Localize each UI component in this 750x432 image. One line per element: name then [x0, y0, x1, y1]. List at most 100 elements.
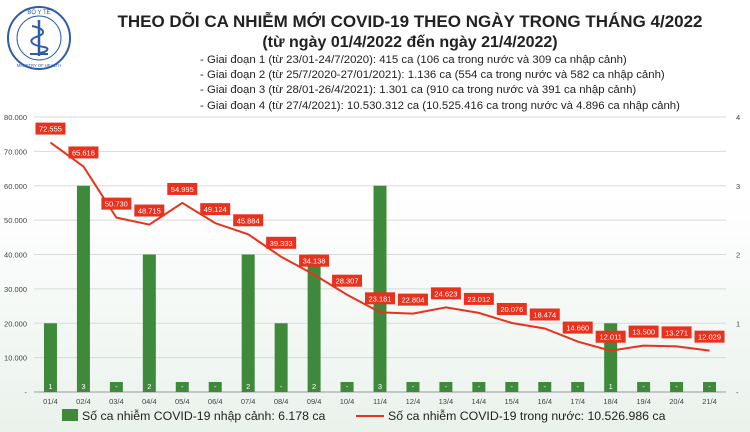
x-tick-label: 19/4 [636, 397, 651, 406]
line-label-bg [167, 182, 198, 195]
line-label-bg [200, 203, 231, 216]
x-tick-label: 11/4 [373, 397, 387, 406]
x-tick-label: 12/4 [406, 397, 421, 406]
line-label-bg [233, 214, 264, 227]
line-label-bg [496, 302, 527, 315]
svg-text:MINISTRY OF HEALTH: MINISTRY OF HEALTH [17, 63, 61, 68]
line-value-label: 28.307 [336, 277, 359, 286]
bar [43, 323, 57, 392]
line-value-label: 34.138 [303, 257, 326, 266]
y-right-tick-label: 3 [736, 182, 740, 191]
bar-value-label: - [544, 382, 547, 391]
phase-notes: - Giai đoạn 1 (từ 23/01-24/7/2020): 415 … [200, 53, 680, 114]
line-label-bg [529, 308, 560, 321]
line-value-label: 12.011 [599, 333, 621, 342]
line-value-label: 13.500 [632, 328, 655, 337]
bar [307, 254, 321, 392]
bar [142, 254, 156, 392]
line-label-bg [397, 293, 428, 306]
line-label-bg [266, 236, 297, 249]
bar-value-label: - [115, 382, 118, 391]
x-tick-label: 05/4 [175, 397, 190, 406]
bar-value-label: 2 [312, 382, 316, 391]
line-label-bg [332, 274, 363, 287]
line-value-label: 50.730 [105, 200, 128, 209]
bar-value-label: - [511, 382, 514, 391]
y-right-tick-label: 2 [736, 251, 740, 260]
bar [241, 254, 255, 392]
y-left-tick-label: - [25, 388, 28, 397]
x-tick-label: 09/4 [307, 397, 322, 406]
bar-value-label: - [708, 382, 711, 391]
line-value-label: 23.181 [369, 294, 392, 303]
bar [571, 382, 585, 392]
x-tick-label: 14/4 [472, 397, 487, 406]
x-tick-label: 21/4 [702, 397, 717, 406]
phase-note-4: - Giai đoạn 4 (từ 27/4/2021): 10.530.312… [200, 99, 680, 112]
x-tick-label: 17/4 [570, 397, 585, 406]
x-tick-label: 16/4 [537, 397, 552, 406]
y-left-tick-label: 10.000 [4, 354, 27, 363]
line-label-bg [299, 254, 330, 267]
y-right-tick-label: 1 [736, 319, 740, 328]
line-label-bg [595, 330, 626, 343]
line-label-bg [694, 330, 725, 343]
line-label-bg [430, 287, 461, 300]
bar-value-label: 3 [378, 382, 382, 391]
bar [109, 382, 123, 392]
line-label-bg [68, 146, 99, 159]
bar [208, 382, 222, 392]
bar [439, 382, 453, 392]
line-value-label: 14.660 [566, 324, 589, 333]
line-value-label: 13.271 [665, 328, 688, 337]
x-tick-label: 01/4 [43, 397, 58, 406]
legend-line-swatch [356, 415, 384, 417]
x-tick-label: 15/4 [505, 397, 520, 406]
bar-value-label: - [576, 382, 579, 391]
x-tick-label: 06/4 [208, 397, 223, 406]
y-right-tick-label: 4 [736, 113, 740, 122]
line-value-label: 39.333 [270, 239, 293, 248]
bar [538, 382, 552, 392]
line-value-label: 22.804 [401, 296, 424, 305]
phase-note-3: - Giai đoạn 3 (từ 28/01-26/4/2021): 1.30… [200, 84, 637, 97]
x-tick-label: 18/4 [603, 397, 618, 406]
bar-value-label: 1 [609, 382, 613, 391]
bar-value-label: - [642, 382, 645, 391]
x-tick-label: 13/4 [439, 397, 454, 406]
line-label-bg [101, 197, 132, 210]
line-value-label: 49.124 [204, 205, 227, 214]
bar [175, 382, 189, 392]
bar [505, 382, 519, 392]
line-value-label: 45.884 [237, 216, 260, 225]
y-left-tick-label: 60.000 [4, 182, 27, 191]
y-left-tick-label: 30.000 [4, 285, 27, 294]
legend-line-label: Số ca nhiễm COVID-19 trong nước: 10.526.… [388, 409, 666, 423]
y-left-tick-label: 80.000 [4, 113, 27, 122]
y-left-tick-label: 40.000 [4, 251, 27, 260]
bar-value-label: - [214, 382, 217, 391]
ministry-logo: BỘ Y TẾ MINISTRY OF HEALTH [7, 6, 71, 70]
bar-value-label: - [346, 382, 349, 391]
legend-bar-swatch [62, 409, 78, 421]
x-tick-label: 03/4 [109, 397, 124, 406]
x-tick-label: 08/4 [274, 397, 289, 406]
bar-value-label: 1 [48, 382, 52, 391]
bar [637, 382, 651, 392]
bar-value-label: 2 [147, 382, 151, 391]
line-value-label: 54.995 [171, 185, 194, 194]
bar [472, 382, 486, 392]
line-value-label: 65.616 [72, 148, 95, 157]
line-label-bg [365, 292, 395, 305]
phase-note-1: - Giai đoạn 1 (từ 23/01-24/7/2020): 415 … [200, 54, 627, 66]
line-label-bg [628, 325, 659, 338]
bar-value-label: 2 [246, 382, 250, 391]
bar [406, 382, 420, 392]
x-tick-label: 04/4 [142, 397, 157, 406]
bar-value-label: - [412, 382, 415, 391]
x-tick-label: 07/4 [241, 397, 256, 406]
line-label-bg [463, 292, 494, 305]
line-label-bg [661, 326, 692, 339]
